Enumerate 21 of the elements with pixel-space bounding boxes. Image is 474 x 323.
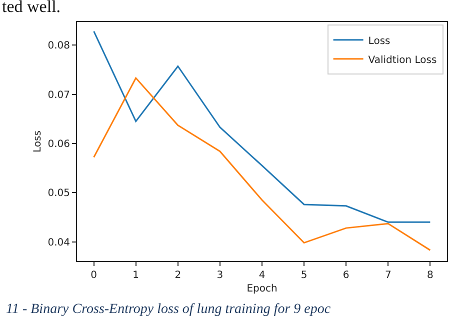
x-tick-label: 8 xyxy=(426,270,434,281)
legend-label: Loss xyxy=(368,36,390,47)
text: ted well. xyxy=(2,0,61,16)
line-series xyxy=(93,77,431,251)
y-tick-label: 0.05 xyxy=(48,188,70,200)
y-tick-label: 0.06 xyxy=(48,138,70,150)
x-tick-label: 7 xyxy=(384,270,392,281)
x-tick-label: 2 xyxy=(174,270,182,281)
x-tick-label: 6 xyxy=(342,270,350,281)
x-tick-label: 1 xyxy=(132,270,140,281)
x-tick-label: 4 xyxy=(258,270,266,281)
x-tick-label: 3 xyxy=(216,270,224,281)
x-tick-label: 5 xyxy=(300,270,308,281)
y-tick-label: 0.08 xyxy=(48,40,70,52)
text: 11 - Binary Cross-Entropy loss of lung training for 9 epoc xyxy=(6,302,332,317)
y-tick-label: 0.04 xyxy=(48,237,70,248)
x-axis-title: Epoch xyxy=(246,284,278,294)
x-tick-label: 0 xyxy=(90,270,98,281)
legend-label: Validtion Loss xyxy=(368,54,437,66)
y-tick-label: 0.07 xyxy=(48,90,70,101)
y-axis-title: Loss xyxy=(32,130,44,152)
